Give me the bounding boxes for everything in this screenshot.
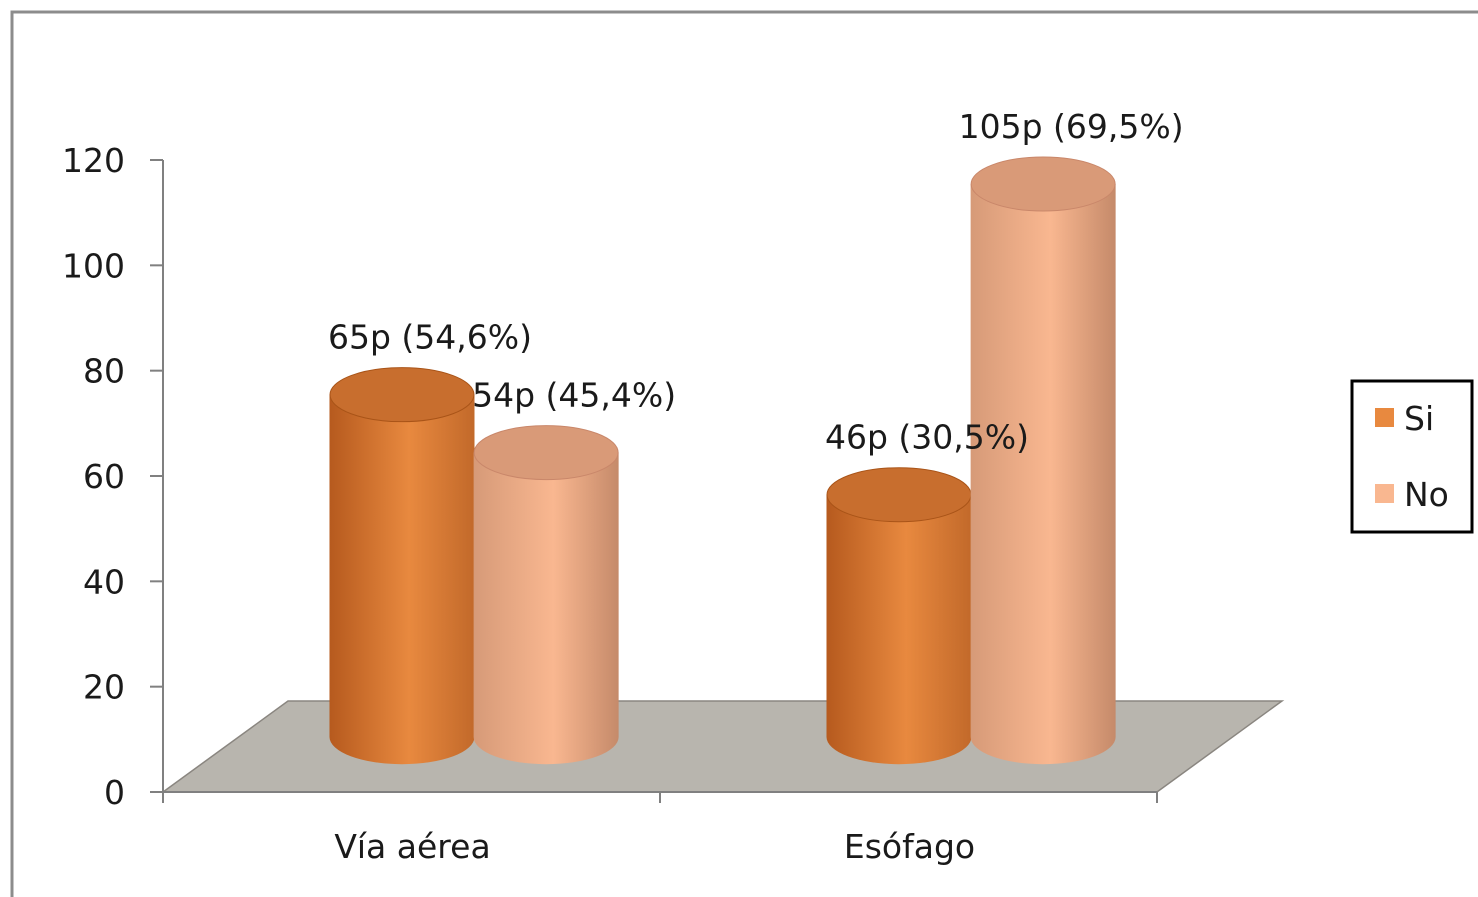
bar-body: [970, 184, 1116, 765]
x-ticks: Vía aérea Esófago: [162, 792, 1158, 866]
legend: Si No: [1350, 379, 1474, 534]
x-tick-label: Esófago: [844, 827, 975, 866]
legend-box: [1350, 379, 1474, 534]
bar-top: [473, 425, 619, 481]
y-tick-label: 40: [83, 562, 125, 601]
data-label: 65p (54,6%): [328, 318, 532, 357]
legend-label-no: No: [1404, 475, 1449, 514]
bar-no-1: [970, 156, 1116, 765]
bar-top: [826, 467, 972, 523]
bar-top: [329, 367, 475, 423]
bar-si-0: [329, 367, 475, 765]
bar-si-1: [826, 467, 972, 765]
bar-body: [473, 452, 619, 765]
bar-body: [826, 494, 972, 765]
y-tick-label: 0: [104, 773, 125, 812]
y-tick-label: 80: [83, 352, 125, 391]
data-labels: 65p (54,6%) 54p (45,4%) 46p (30,5%) 105p (6…: [328, 107, 1184, 457]
y-tick-label: 60: [83, 457, 125, 496]
bar-body: [329, 394, 475, 765]
legend-label-si: Si: [1404, 399, 1434, 438]
legend-swatch-si: [1375, 408, 1394, 427]
legend-swatch-no: [1375, 484, 1394, 503]
bars: [329, 156, 1116, 765]
data-label: 46p (30,5%): [825, 418, 1029, 457]
y-ticks: 0 20 40 60 80 100 120: [62, 141, 163, 812]
bar-no-0: [473, 425, 619, 765]
x-tick-label: Vía aérea: [334, 827, 490, 866]
data-label: 105p (69,5%): [959, 107, 1184, 146]
y-tick-label: 100: [62, 246, 125, 285]
data-label: 54p (45,4%): [472, 376, 676, 415]
y-tick-label: 20: [83, 668, 125, 707]
y-tick-label: 120: [62, 141, 125, 180]
bar-top: [970, 156, 1116, 212]
chart-frame: [10, 10, 1478, 897]
